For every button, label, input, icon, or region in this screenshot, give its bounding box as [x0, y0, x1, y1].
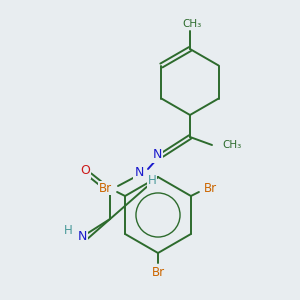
Text: N: N [134, 167, 144, 179]
Text: Br: Br [98, 182, 112, 194]
Text: Br: Br [204, 182, 218, 194]
Text: CH₃: CH₃ [182, 19, 202, 29]
Text: O: O [80, 164, 90, 178]
Text: N: N [152, 148, 162, 161]
Text: Br: Br [152, 266, 165, 280]
Text: CH₃: CH₃ [222, 140, 241, 150]
Text: H: H [148, 175, 156, 188]
Text: H: H [64, 224, 72, 238]
Text: N: N [77, 230, 87, 244]
